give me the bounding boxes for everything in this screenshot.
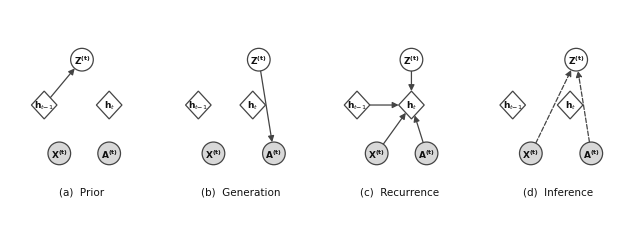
Text: (d)  Inference: (d) Inference [523, 187, 593, 197]
Text: $\mathbf{h}_{t{-1}}$: $\mathbf{h}_{t{-1}}$ [347, 99, 367, 112]
Text: (a)  Prior: (a) Prior [60, 187, 104, 197]
Polygon shape [344, 92, 370, 119]
Circle shape [400, 49, 423, 72]
Text: $\mathbf{X}^{\mathbf{(t)}}$: $\mathbf{X}^{\mathbf{(t)}}$ [205, 148, 222, 160]
Polygon shape [557, 92, 583, 119]
Text: $\mathbf{A}^{\mathbf{(t)}}$: $\mathbf{A}^{\mathbf{(t)}}$ [582, 148, 600, 160]
Polygon shape [186, 92, 211, 119]
Circle shape [365, 142, 388, 165]
Text: $\mathbf{h}_{t}$: $\mathbf{h}_{t}$ [564, 99, 576, 112]
Circle shape [520, 142, 542, 165]
Polygon shape [97, 92, 122, 119]
Text: (b)  Generation: (b) Generation [201, 187, 280, 197]
Text: $\mathbf{Z}^{\mathbf{(t)}}$: $\mathbf{Z}^{\mathbf{(t)}}$ [74, 54, 90, 67]
Polygon shape [31, 92, 57, 119]
Text: $\mathbf{X}^{\mathbf{(t)}}$: $\mathbf{X}^{\mathbf{(t)}}$ [51, 148, 68, 160]
Circle shape [248, 49, 270, 72]
Circle shape [580, 142, 603, 165]
Circle shape [48, 142, 70, 165]
Text: $\mathbf{X}^{\mathbf{(t)}}$: $\mathbf{X}^{\mathbf{(t)}}$ [368, 148, 385, 160]
Circle shape [262, 142, 285, 165]
Text: $\mathbf{Z}^{\mathbf{(t)}}$: $\mathbf{Z}^{\mathbf{(t)}}$ [403, 54, 420, 67]
Circle shape [70, 49, 93, 72]
Text: $\mathbf{h}_{t{-1}}$: $\mathbf{h}_{t{-1}}$ [188, 99, 208, 112]
Text: $\mathbf{Z}^{\mathbf{(t)}}$: $\mathbf{Z}^{\mathbf{(t)}}$ [250, 54, 267, 67]
Text: $\mathbf{h}_{t}$: $\mathbf{h}_{t}$ [406, 99, 417, 112]
Text: $\mathbf{h}_{t}$: $\mathbf{h}_{t}$ [247, 99, 259, 112]
Circle shape [415, 142, 438, 165]
Text: $\mathbf{A}^{\mathbf{(t)}}$: $\mathbf{A}^{\mathbf{(t)}}$ [418, 148, 435, 160]
Text: $\mathbf{A}^{\mathbf{(t)}}$: $\mathbf{A}^{\mathbf{(t)}}$ [100, 148, 118, 160]
Text: $\mathbf{Z}^{\mathbf{(t)}}$: $\mathbf{Z}^{\mathbf{(t)}}$ [568, 54, 584, 67]
Text: (c)  Recurrence: (c) Recurrence [360, 187, 439, 197]
Text: $\mathbf{h}_{t}$: $\mathbf{h}_{t}$ [104, 99, 115, 112]
Text: $\mathbf{A}^{\mathbf{(t)}}$: $\mathbf{A}^{\mathbf{(t)}}$ [266, 148, 282, 160]
Text: $\mathbf{h}_{t{-1}}$: $\mathbf{h}_{t{-1}}$ [503, 99, 523, 112]
Polygon shape [500, 92, 525, 119]
Circle shape [98, 142, 120, 165]
Text: $\mathbf{h}_{t{-1}}$: $\mathbf{h}_{t{-1}}$ [35, 99, 54, 112]
Circle shape [202, 142, 225, 165]
Polygon shape [240, 92, 266, 119]
Text: $\mathbf{X}^{\mathbf{(t)}}$: $\mathbf{X}^{\mathbf{(t)}}$ [522, 148, 540, 160]
Circle shape [565, 49, 588, 72]
Polygon shape [399, 92, 424, 119]
